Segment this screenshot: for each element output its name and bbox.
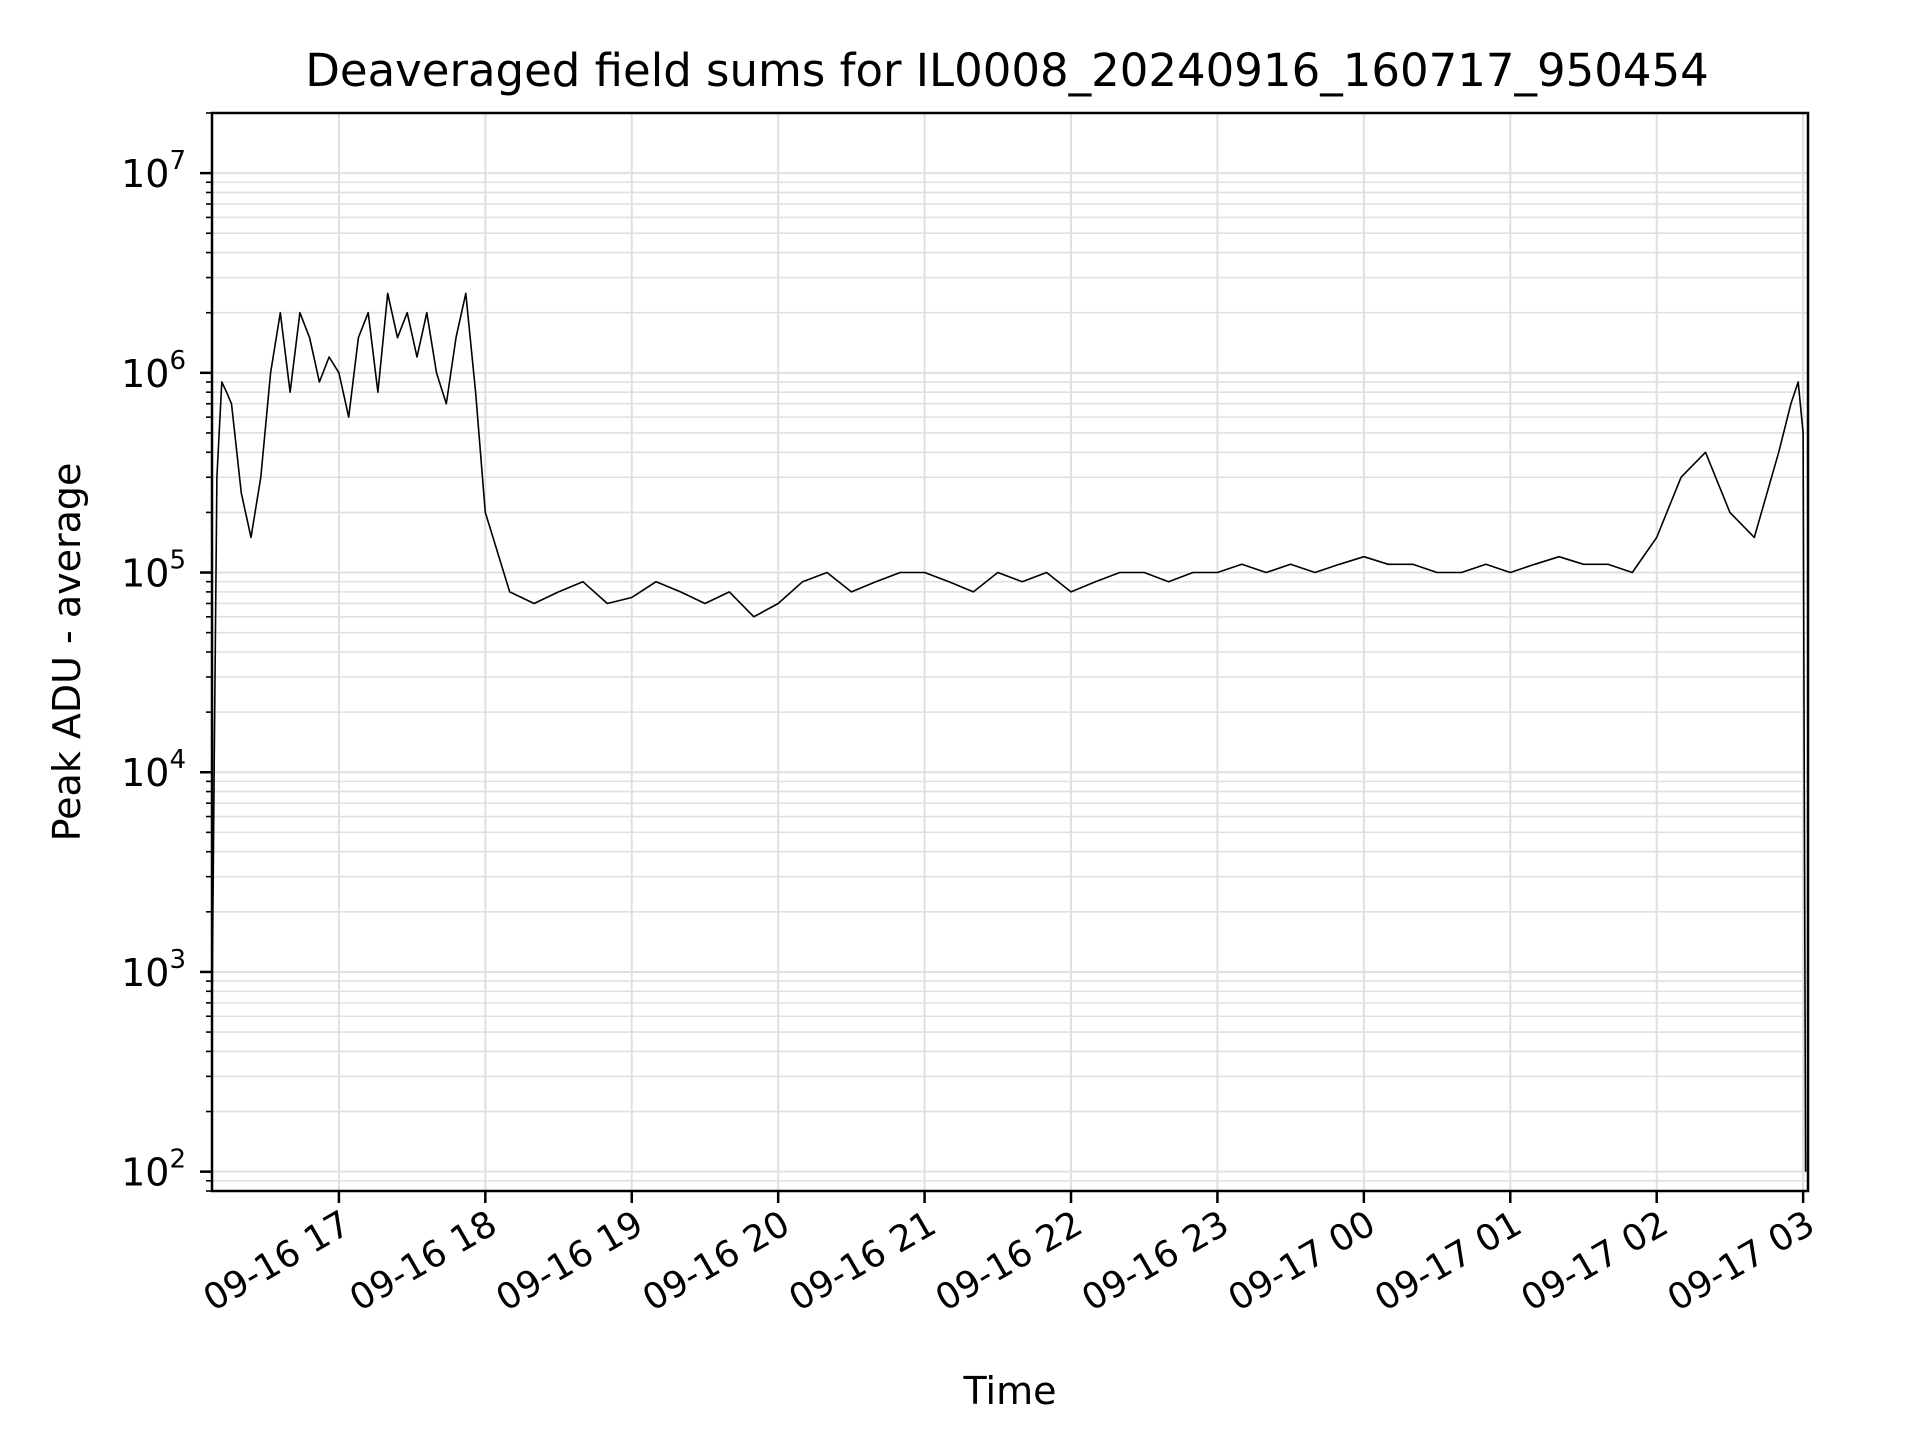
y-tick-label-base: 10 [121,1151,169,1195]
y-tick-label-exponent: 4 [169,745,186,775]
y-tick-label-base: 10 [121,152,169,196]
y-tick-label-exponent: 7 [169,146,186,176]
y-tick-label-base: 10 [121,352,169,396]
x-axis-label: Time [963,1369,1057,1413]
y-axis-label: Peak ADU - average [45,463,89,842]
y-tick-label-exponent: 5 [169,546,186,576]
y-tick-label-base: 10 [121,951,169,995]
series-layer [211,292,1807,1172]
y-tick-label-exponent: 3 [169,945,186,975]
chart-title: Deaveraged field sums for IL0008_2024091… [305,44,1709,97]
y-tick-label: 107 [121,146,186,196]
y-tick-label-base: 10 [121,552,169,596]
y-tick-label-exponent: 6 [169,346,186,376]
data-series-line [211,292,1807,1172]
y-tick-label: 106 [121,346,186,396]
y-tick-label: 103 [121,945,186,995]
y-tick-label: 105 [121,546,186,596]
y-tick-label-base: 10 [121,751,169,795]
grid-layer [212,112,1808,1192]
y-tick-label-exponent: 2 [169,1145,186,1175]
y-tick-label: 104 [121,745,186,795]
y-tick-label: 102 [121,1145,186,1195]
